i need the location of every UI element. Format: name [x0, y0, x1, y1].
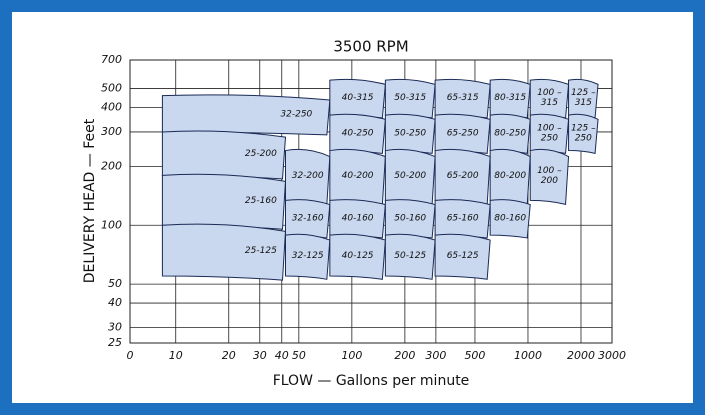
x-tick-label: 300: [425, 349, 446, 362]
region-label: 50-125: [394, 251, 426, 261]
region: [434, 233, 491, 280]
x-tick-label: 40: [275, 349, 289, 362]
x-tick-label: 100: [341, 349, 362, 362]
y-tick-label: 400: [101, 101, 122, 114]
region-label: 40-200: [342, 171, 374, 181]
x-tick-label: 200: [394, 349, 415, 362]
region-label: 100 –: [537, 123, 562, 133]
region: [489, 199, 531, 239]
region-label: 40-315: [342, 93, 374, 103]
region-label: 65-125: [447, 251, 479, 261]
y-tick-label: 300: [101, 125, 122, 138]
region-label: 25-160: [245, 196, 277, 206]
region-label: 250: [541, 133, 558, 143]
x-tick-label: 1000: [514, 349, 542, 362]
x-tick-label: 0: [127, 349, 134, 362]
y-axis-label: DELIVERY HEAD — Feet: [82, 118, 98, 283]
y-tick-label: 100: [101, 218, 122, 231]
region-label: 50-200: [394, 171, 426, 181]
region-label: 200: [541, 176, 558, 186]
region-label: 25-200: [245, 149, 277, 159]
region-label: 315: [541, 98, 558, 108]
region-label: 40-160: [342, 213, 374, 223]
region-label: 40-250: [342, 128, 374, 138]
x-tick-label: 50: [292, 349, 306, 362]
x-tick-label: 500: [464, 349, 485, 362]
x-axis-label: FLOW — Gallons per minute: [273, 373, 470, 389]
y-tick-label: 200: [101, 159, 122, 172]
region-label: 65-250: [447, 128, 479, 138]
region: [529, 148, 570, 206]
x-tick-label: 20: [222, 349, 236, 362]
region-label: 80-200: [494, 171, 526, 181]
region-label: 32-125: [292, 251, 324, 261]
y-tick-label: 40: [108, 296, 122, 309]
region-label: 250: [575, 133, 592, 143]
y-tick-label: 700: [101, 53, 122, 66]
region-label: 80-315: [494, 93, 526, 103]
region-label: 80-160: [494, 213, 526, 223]
region-label: 50-250: [394, 128, 426, 138]
region-label: 50-315: [394, 93, 426, 103]
region-label: 32-250: [280, 109, 312, 119]
region-label: 32-200: [292, 171, 324, 181]
region-label: 100 –: [537, 166, 562, 176]
y-tick-label: 30: [108, 321, 122, 334]
chart-title: 3500 RPM: [333, 38, 408, 56]
region-label: 32-160: [292, 213, 324, 223]
region-label: 40-125: [342, 251, 374, 261]
region-label: 50-160: [394, 213, 426, 223]
region-label: 65-160: [447, 213, 479, 223]
y-tick-label: 25: [108, 336, 122, 349]
y-tick-label: 50: [108, 277, 122, 290]
region-label: 65-315: [447, 93, 479, 103]
region-label: 315: [575, 98, 592, 108]
region-label: 65-200: [447, 171, 479, 181]
x-tick-label: 2000: [567, 349, 595, 362]
x-tick-label: 30: [253, 349, 267, 362]
region-label: 25-125: [245, 246, 277, 256]
x-tick-label: 3000: [598, 349, 626, 362]
region-label: 100 –: [537, 88, 562, 98]
x-tick-label: 10: [169, 349, 183, 362]
region-label: 125 –: [571, 88, 596, 98]
y-tick-label: 500: [101, 82, 122, 95]
region-label: 125 –: [571, 123, 596, 133]
region-label: 80-250: [494, 128, 526, 138]
region: [568, 113, 599, 155]
